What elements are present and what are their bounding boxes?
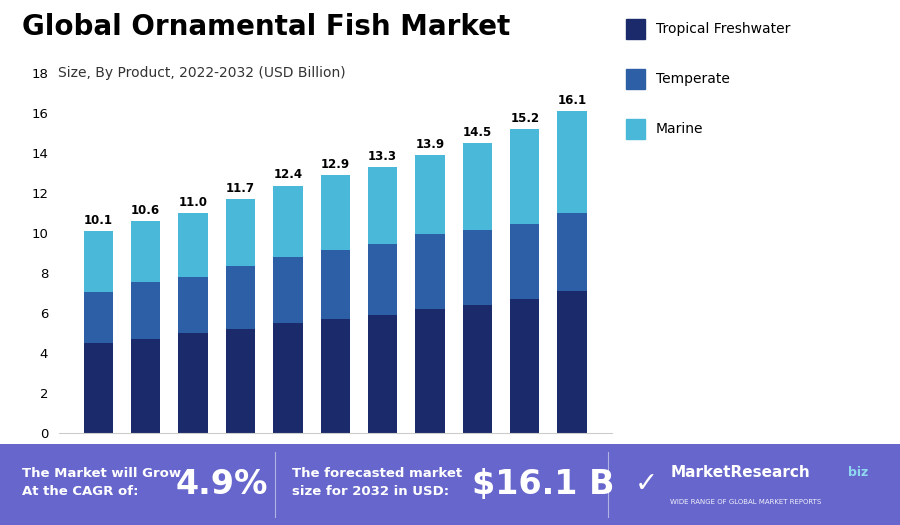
Bar — [510, 130, 539, 224]
Bar — [557, 291, 587, 433]
Text: ✓: ✓ — [634, 470, 658, 498]
Bar — [274, 186, 302, 257]
Text: 11.7: 11.7 — [226, 182, 255, 195]
Text: 11.0: 11.0 — [178, 196, 208, 209]
Text: 10.6: 10.6 — [131, 204, 160, 217]
Text: Size, By Product, 2022-2032 (USD Billion): Size, By Product, 2022-2032 (USD Billion… — [58, 66, 346, 80]
Bar — [274, 257, 302, 323]
Text: Temperate: Temperate — [656, 72, 730, 86]
Bar — [178, 277, 208, 333]
Text: 13.3: 13.3 — [368, 150, 397, 163]
Bar — [557, 213, 587, 291]
Text: 4.9%: 4.9% — [176, 468, 268, 501]
Text: The forecasted market
size for 2032 in USD:: The forecasted market size for 2032 in U… — [292, 467, 463, 498]
Bar — [510, 299, 539, 433]
Bar — [320, 175, 350, 250]
Bar — [84, 292, 113, 343]
Bar — [368, 167, 397, 244]
Text: biz: biz — [848, 466, 868, 479]
Bar — [178, 333, 208, 433]
Bar — [463, 230, 492, 305]
Text: Global Ornamental Fish Market: Global Ornamental Fish Market — [22, 13, 511, 41]
Bar — [368, 315, 397, 433]
Bar — [84, 343, 113, 433]
Bar — [178, 213, 208, 277]
Text: The Market will Grow
At the CAGR of:: The Market will Grow At the CAGR of: — [22, 467, 182, 498]
Bar — [415, 234, 445, 309]
Bar — [226, 266, 256, 329]
Bar — [463, 305, 492, 433]
Bar — [415, 155, 445, 234]
Text: MarketResearch: MarketResearch — [670, 465, 810, 480]
Bar — [510, 224, 539, 299]
Bar — [320, 319, 350, 433]
Bar — [320, 250, 350, 319]
Bar — [226, 200, 256, 266]
Bar — [226, 329, 256, 433]
Bar — [463, 143, 492, 230]
Bar — [84, 232, 113, 292]
Text: 13.9: 13.9 — [416, 139, 445, 151]
Text: 14.5: 14.5 — [463, 127, 492, 140]
Text: 12.4: 12.4 — [274, 169, 302, 182]
FancyBboxPatch shape — [0, 444, 900, 525]
Text: 10.1: 10.1 — [84, 214, 112, 227]
Text: 15.2: 15.2 — [510, 112, 539, 125]
Text: 12.9: 12.9 — [320, 159, 350, 171]
Bar — [274, 323, 302, 433]
Text: Tropical Freshwater: Tropical Freshwater — [656, 22, 790, 36]
Bar — [415, 309, 445, 433]
Bar — [368, 244, 397, 315]
Bar — [557, 111, 587, 213]
Text: WIDE RANGE OF GLOBAL MARKET REPORTS: WIDE RANGE OF GLOBAL MARKET REPORTS — [670, 499, 822, 505]
Text: 16.1: 16.1 — [558, 94, 587, 108]
Text: $16.1 B: $16.1 B — [472, 468, 615, 501]
Bar — [131, 222, 160, 282]
Text: Marine: Marine — [656, 122, 704, 135]
Bar — [131, 282, 160, 339]
Bar — [131, 339, 160, 433]
